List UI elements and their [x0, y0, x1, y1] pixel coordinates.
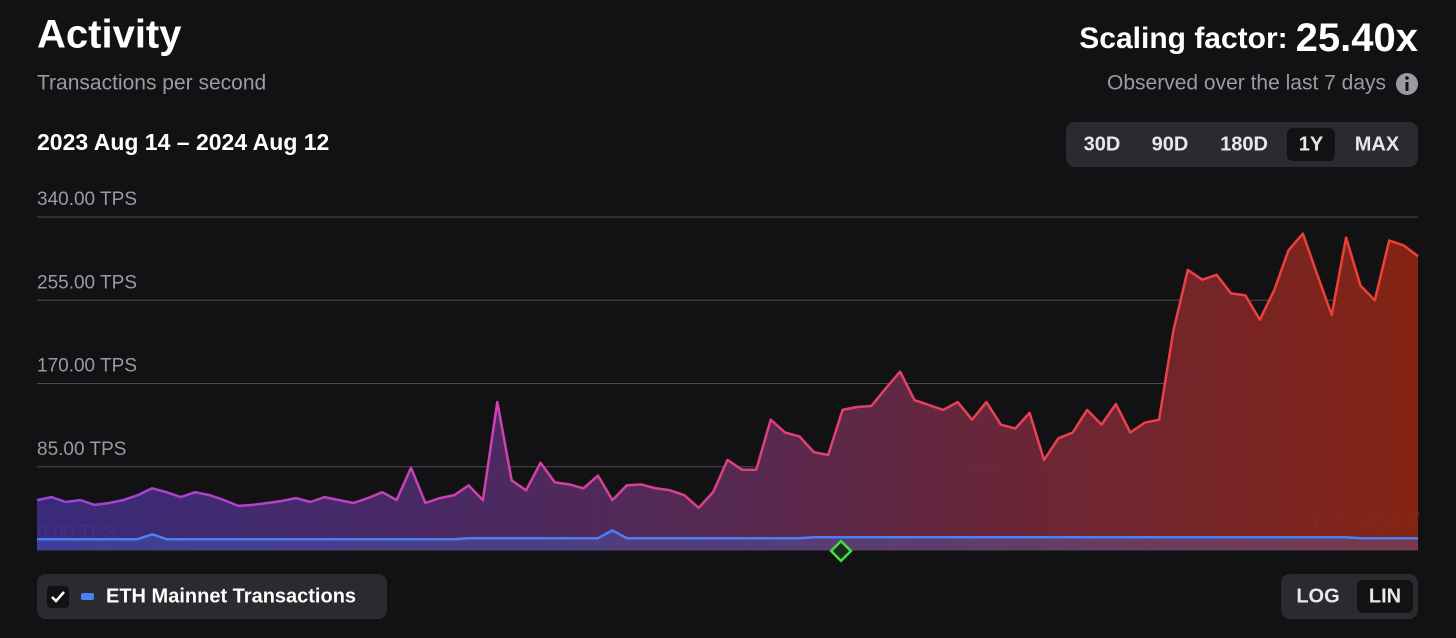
range-button[interactable]: 90D [1152, 133, 1189, 155]
y-tick-label: 170.00 TPS [37, 356, 137, 377]
y-tick-label: 85.00 TPS [37, 439, 126, 460]
range-active [1287, 128, 1335, 161]
range-button[interactable]: 180D [1220, 133, 1268, 155]
series-line [37, 529, 1418, 541]
scaling-factor: Scaling factor: 25.40x [1079, 16, 1418, 60]
y-tick-label: 340.00 TPS [37, 189, 137, 210]
series-line [36, 232, 1419, 510]
scaling-label: Scaling factor: [1079, 22, 1287, 55]
area-fill [37, 233, 1418, 550]
legend-checkbox[interactable] [47, 586, 69, 608]
legend [37, 574, 387, 619]
hover-marker [829, 539, 853, 563]
observed-note: Observed over the last 7 days [1107, 72, 1386, 95]
range-button[interactable]: 30D [1084, 133, 1121, 155]
range-button[interactable]: 1Y [1299, 133, 1324, 155]
scale-button[interactable]: LIN [1369, 585, 1401, 607]
scaling-value: 25.40x [1296, 16, 1418, 60]
title: Activity [37, 13, 182, 57]
area-fill [37, 530, 1418, 550]
y-tick-label: 255.00 TPS [37, 272, 137, 293]
legend-label: ETH Mainnet Transactions [106, 585, 356, 607]
legend-swatch [81, 593, 94, 600]
info-icon[interactable] [1396, 73, 1418, 95]
date-range: 2023 Aug 14 – 2024 Aug 12 [37, 129, 329, 155]
range-button[interactable]: MAX [1355, 133, 1400, 155]
scale-button[interactable]: LOG [1296, 585, 1339, 607]
scale-active [1357, 580, 1413, 613]
subtitle: Transactions per second [37, 72, 266, 95]
